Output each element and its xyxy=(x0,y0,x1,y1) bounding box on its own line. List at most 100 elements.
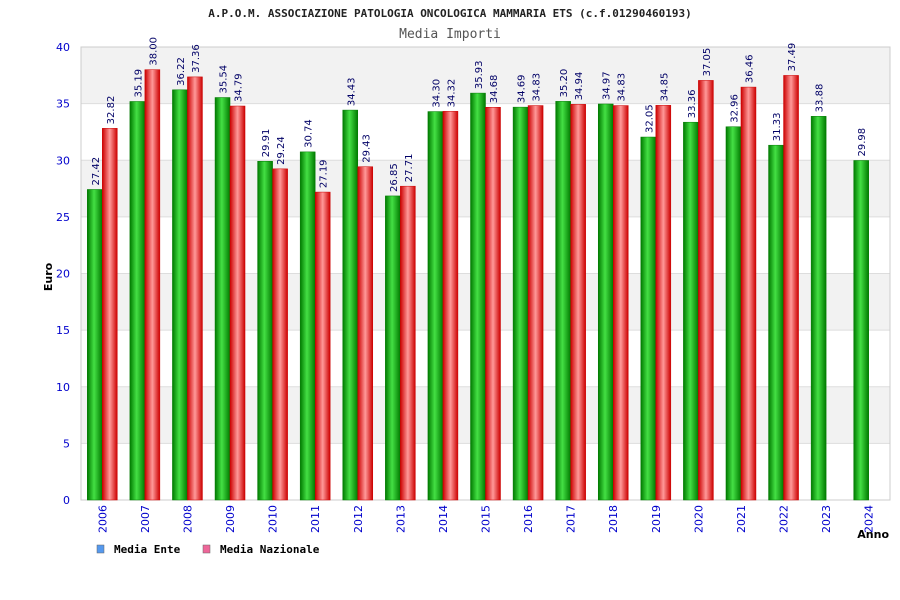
bar-media-ente xyxy=(129,101,146,501)
x-axis-label: Anno xyxy=(857,528,889,541)
x-tick-label: 2012 xyxy=(352,505,365,533)
legend-swatch-nazionale xyxy=(202,544,211,554)
data-label: 29.91 xyxy=(261,129,272,158)
x-tick-label: 2016 xyxy=(522,505,535,533)
data-label: 26.85 xyxy=(389,163,400,192)
x-tick-label: 2018 xyxy=(607,505,620,533)
bar-media-nazionale xyxy=(612,105,629,501)
data-label: 32.05 xyxy=(644,104,655,133)
bar-media-nazionale xyxy=(485,106,501,501)
chart-subtitle: Media Importi xyxy=(399,27,501,42)
bar-media-ente xyxy=(214,97,231,501)
data-label: 35.93 xyxy=(474,60,485,89)
bar-media-ente xyxy=(470,92,486,501)
x-tick-label: 2006 xyxy=(96,505,109,533)
x-tick-label: 2007 xyxy=(139,505,152,533)
x-axis: 2006 2007 2008 2009 2010 2011 2012 2013 2014 2015… xyxy=(96,505,875,533)
y-tick-label: 0 xyxy=(63,494,70,507)
data-label: 32.96 xyxy=(729,94,740,123)
data-label: 34.83 xyxy=(532,73,543,102)
y-tick-label: 20 xyxy=(56,268,70,281)
x-tick-label: 2009 xyxy=(224,505,237,533)
data-label: 32.82 xyxy=(106,96,117,125)
data-label: 33.36 xyxy=(687,90,698,119)
data-label: 31.33 xyxy=(772,113,783,142)
y-tick-label: 35 xyxy=(56,98,70,111)
y-tick-label: 25 xyxy=(56,211,70,224)
x-tick-label: 2014 xyxy=(437,505,450,533)
legend-swatch-ente xyxy=(96,544,105,554)
bar-media-nazionale xyxy=(187,76,203,501)
data-label: 35.19 xyxy=(133,69,144,98)
data-label: 34.32 xyxy=(446,79,457,108)
x-tick-label: 2021 xyxy=(735,505,748,533)
x-tick-label: 2017 xyxy=(565,505,578,533)
data-label: 33.88 xyxy=(815,84,826,113)
data-label: 34.79 xyxy=(234,73,245,102)
data-label: 27.42 xyxy=(91,157,102,186)
y-tick-label: 40 xyxy=(56,41,70,54)
data-label: 34.83 xyxy=(617,73,628,102)
bar-media-nazionale xyxy=(400,185,416,501)
data-label: 35.54 xyxy=(219,65,230,94)
y-tick-label: 5 xyxy=(63,437,70,450)
data-label: 34.43 xyxy=(346,77,357,106)
bar-media-nazionale xyxy=(314,191,331,501)
bar-media-nazionale xyxy=(144,69,161,501)
x-tick-label: 2020 xyxy=(692,505,705,533)
bar-media-nazionale xyxy=(527,105,544,501)
bar-media-ente xyxy=(725,126,742,501)
bar-media-ente xyxy=(597,103,614,501)
x-tick-label: 2023 xyxy=(820,505,833,533)
data-label: 34.68 xyxy=(489,75,500,104)
data-label: 29.98 xyxy=(857,128,868,157)
bar-media-nazionale xyxy=(740,86,757,501)
bar-media-ente xyxy=(640,136,657,501)
x-tick-label: 2019 xyxy=(650,505,663,533)
bar-media-nazionale xyxy=(698,80,714,501)
x-tick-label: 2024 xyxy=(863,505,876,533)
x-tick-label: 2011 xyxy=(309,505,322,533)
data-label: 34.69 xyxy=(517,74,528,103)
bar-media-ente xyxy=(512,106,529,501)
x-tick-label: 2010 xyxy=(267,505,280,533)
y-axis: 0 5 10 15 20 25 30 35 40 xyxy=(56,41,70,507)
y-tick-label: 15 xyxy=(56,324,70,337)
legend-label-nazionale: Media Nazionale xyxy=(220,543,320,556)
y-tick-label: 30 xyxy=(56,154,70,167)
y-axis-label: Euro xyxy=(42,262,55,291)
data-label: 27.71 xyxy=(404,154,415,183)
bar-media-ente xyxy=(853,160,869,501)
chart-title: A.P.O.M. ASSOCIAZIONE PATOLOGIA ONCOLOGI… xyxy=(208,7,691,20)
x-tick-label: 2022 xyxy=(778,505,791,533)
bar-media-ente xyxy=(683,121,699,501)
data-label: 36.22 xyxy=(176,57,187,86)
bar-media-ente xyxy=(810,116,827,501)
bar-media-nazionale xyxy=(570,104,586,501)
x-tick-label: 2015 xyxy=(480,505,493,533)
bars: 27.42 32.82 35.19 38.00 36.22 37.36 35.54 34.79… xyxy=(87,37,869,501)
data-label: 37.49 xyxy=(787,43,798,72)
data-label: 34.30 xyxy=(431,79,442,108)
data-label: 37.36 xyxy=(191,44,202,73)
data-label: 36.46 xyxy=(744,54,755,83)
bar-media-ente xyxy=(172,89,188,501)
bar-media-nazionale xyxy=(357,166,374,501)
data-label: 35.20 xyxy=(559,69,570,98)
bar-media-ente xyxy=(427,111,444,501)
x-tick-label: 2013 xyxy=(394,505,407,533)
data-label: 29.24 xyxy=(276,136,287,165)
bar-media-nazionale xyxy=(102,128,118,501)
bar-media-ente xyxy=(768,144,784,501)
data-label: 38.00 xyxy=(148,37,159,66)
data-label: 27.19 xyxy=(319,159,330,188)
bar-media-nazionale xyxy=(272,168,288,501)
data-label: 37.05 xyxy=(702,48,713,77)
data-label: 34.97 xyxy=(602,71,613,100)
bar-media-ente xyxy=(87,189,103,501)
legend: Media Ente Media Nazionale xyxy=(96,543,320,556)
bar-media-ente xyxy=(257,161,273,501)
data-label: 29.43 xyxy=(361,134,372,163)
bar-media-ente xyxy=(555,101,571,501)
